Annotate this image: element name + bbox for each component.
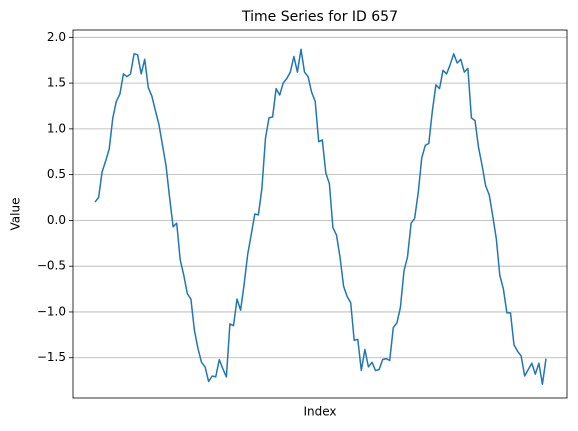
y-tick-label: −0.5 [37,259,66,273]
y-tick-label: 0.5 [47,167,66,181]
y-tick-label: 0.0 [47,213,66,227]
y-tick-label: −1.5 [37,350,66,364]
y-tick-label: 1.0 [47,121,66,135]
y-tick-label: 1.5 [47,76,66,90]
x-axis-label: Index [303,405,336,419]
y-axis-label: Value [9,198,23,231]
y-tick-label: 2.0 [47,30,66,44]
line-series [94,48,547,386]
y-tick-label: −1.0 [37,304,66,318]
plot-frame [72,29,568,399]
chart-title: Time Series for ID 657 [241,9,398,25]
